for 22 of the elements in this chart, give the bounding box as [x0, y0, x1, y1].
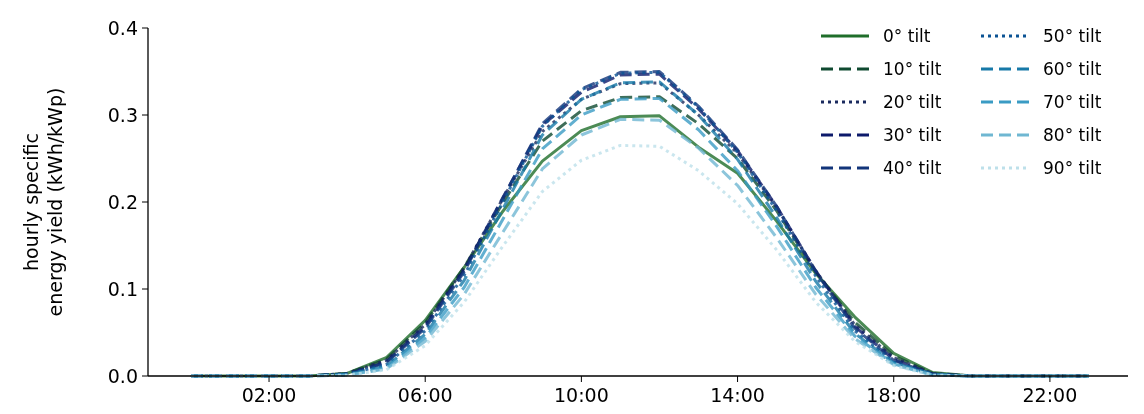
legend-label: 0° tilt [883, 25, 931, 46]
x-tick-label: 02:00 [241, 384, 297, 406]
y-tick-label: 0.4 [107, 16, 138, 39]
x-tick-label: 06:00 [397, 384, 453, 406]
y-tick-label: 0.0 [107, 364, 138, 387]
x-tick-label: 10:00 [554, 384, 609, 406]
legend-label: 40° tilt [883, 157, 942, 178]
legend-label: 50° tilt [1043, 25, 1102, 46]
x-tick-label: 18:00 [866, 384, 922, 406]
legend-label: 70° tilt [1043, 91, 1102, 112]
y-tick-label: 0.3 [107, 103, 138, 126]
x-tick-label: 14:00 [710, 384, 765, 406]
legend-label: 20° tilt [883, 91, 942, 112]
legend-label: 30° tilt [883, 124, 942, 145]
legend-label: 10° tilt [883, 58, 942, 79]
legend-label: 90° tilt [1043, 157, 1102, 178]
y-tick-label: 0.2 [107, 190, 138, 213]
y-axis-title: hourly specific energy yield (kWh/kWp) [20, 87, 66, 317]
y-tick-label: 0.1 [107, 277, 138, 300]
legend-label: 80° tilt [1043, 124, 1102, 145]
x-tick-label: 22:00 [1022, 384, 1078, 406]
legend-label: 60° tilt [1043, 58, 1102, 79]
